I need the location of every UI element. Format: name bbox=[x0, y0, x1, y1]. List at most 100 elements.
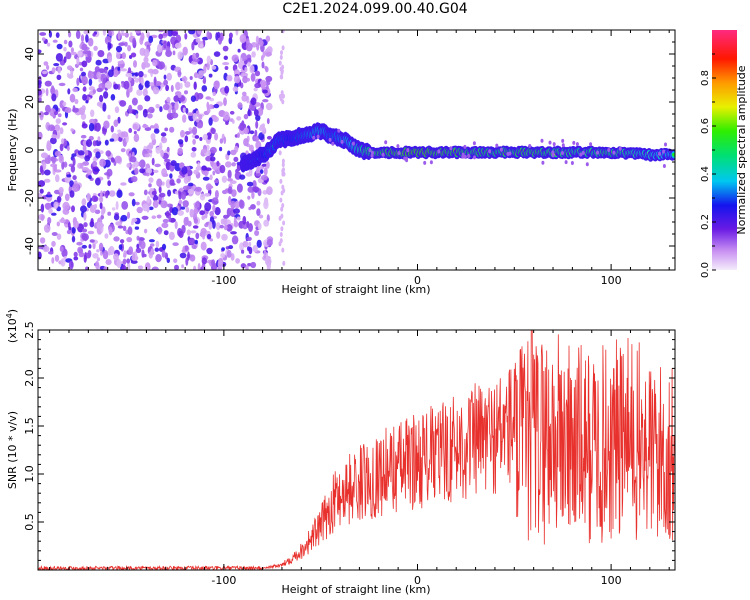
snr-y-tick-label: 1.5 bbox=[23, 417, 36, 435]
heatmap-noise-cell bbox=[104, 139, 109, 146]
heatmap-speckle bbox=[351, 141, 355, 146]
heatmap-noise-cell bbox=[138, 71, 144, 78]
heatmap-noise-cell bbox=[122, 225, 127, 231]
heatmap-speckle bbox=[405, 156, 408, 161]
heatmap-noise-cell bbox=[208, 73, 213, 78]
heatmap-noise-cell bbox=[243, 113, 249, 120]
heatmap-noise-cell bbox=[152, 86, 160, 95]
heatmap-speckle bbox=[551, 153, 555, 158]
heatmap-noise-cell bbox=[166, 72, 172, 81]
heatmap-noise-cell bbox=[219, 32, 224, 42]
heatmap-noise-cell bbox=[93, 168, 100, 172]
heatmap-noise-cell bbox=[45, 88, 49, 97]
heatmap-noise-cell bbox=[255, 173, 261, 177]
heatmap-noise-cell bbox=[49, 108, 57, 117]
heatmap-noise-cell bbox=[128, 192, 135, 197]
heatmap-noise-cell bbox=[239, 34, 247, 44]
heatmap-noise-cell bbox=[233, 220, 239, 228]
heatmap-noise-cell bbox=[43, 61, 49, 66]
heatmap-noise-cell bbox=[192, 58, 200, 63]
heatmap-noise-cell bbox=[165, 46, 171, 54]
heatmap-noise-cell bbox=[222, 45, 229, 52]
heatmap-noise-cell bbox=[185, 107, 189, 114]
heatmap-noise-cell bbox=[53, 201, 59, 210]
heatmap-speckle bbox=[463, 154, 467, 159]
heatmap-noise-cell bbox=[254, 82, 261, 89]
heatmap-speckle bbox=[589, 142, 593, 147]
heatmap-noise-cell bbox=[59, 127, 64, 135]
heatmap-noise-cell bbox=[226, 224, 233, 232]
heatmap-noise-cell bbox=[209, 174, 213, 181]
heatmap-noise-cell bbox=[121, 264, 127, 270]
heatmap-noise-cell bbox=[211, 197, 219, 206]
heatmap-speckle bbox=[618, 146, 622, 151]
heatmap-noise-cell bbox=[152, 200, 159, 209]
heatmap-noise-cell bbox=[241, 249, 245, 254]
heatmap-noise-cell bbox=[193, 81, 197, 90]
heatmap-noise-cell bbox=[190, 151, 197, 158]
heatmap-noise-cell bbox=[256, 42, 260, 51]
heatmap-speckle bbox=[340, 139, 344, 144]
heatmap-noise-cell bbox=[85, 139, 93, 148]
chart-title: C2E1.2024.099.00.40.G04 bbox=[282, 1, 468, 17]
heatmap-noise-cell bbox=[48, 251, 54, 255]
heatmap-noise-cell bbox=[160, 200, 168, 209]
heatmap-noise-cell bbox=[252, 245, 258, 253]
heatmap-noise-cell bbox=[120, 182, 127, 186]
heatmap-noise-cell bbox=[201, 169, 208, 175]
heatmap-noise-cell bbox=[92, 89, 97, 94]
heatmap-noise-cell bbox=[63, 56, 67, 63]
heatmap-noise-cell bbox=[69, 93, 76, 103]
heatmap-noise-cell bbox=[39, 32, 47, 36]
heatmap-noise-cell bbox=[204, 213, 208, 219]
heatmap-noise-cell bbox=[188, 238, 195, 245]
heatmap-noise-cell bbox=[213, 51, 221, 57]
heatmap-noise-cell bbox=[239, 174, 246, 180]
heatmap-noise-cell bbox=[42, 245, 50, 253]
heatmap-speckle bbox=[540, 138, 544, 143]
heatmap-noise-cell bbox=[133, 130, 137, 135]
heatmap-noise-cell bbox=[249, 130, 255, 135]
snr-y-axis-label: SNR (10 * v/v) bbox=[6, 411, 19, 489]
heatmap-noise-cell bbox=[135, 247, 142, 254]
heatmap-noise-cell bbox=[134, 201, 140, 206]
heatmap-noise-cell bbox=[180, 191, 187, 200]
heatmap-noise-cell bbox=[144, 153, 150, 158]
heatmap-speckle bbox=[337, 128, 341, 133]
heatmap-noise-cell bbox=[59, 143, 64, 152]
heatmap-noise-cell bbox=[262, 89, 268, 94]
heatmap-speckle bbox=[463, 144, 467, 149]
heatmap-noise-cell bbox=[80, 134, 87, 139]
heatmap-noise-cell bbox=[196, 122, 203, 129]
heatmap-noise-cell bbox=[174, 42, 182, 49]
heatmap-noise-cell bbox=[163, 74, 167, 80]
heatmap-noise-cell bbox=[164, 127, 169, 132]
heatmap-axes: -100 0 100 -40 -20 0 20 40 bbox=[23, 29, 675, 287]
heatmap-noise-cell bbox=[47, 217, 52, 224]
heatmap-noise-cell bbox=[166, 257, 170, 263]
heatmap-speckle bbox=[495, 143, 499, 148]
heatmap-plot-area bbox=[38, 30, 675, 270]
heatmap-noise-cell bbox=[219, 146, 223, 152]
heatmap-speckle bbox=[396, 144, 400, 149]
heatmap-noise-cell bbox=[62, 101, 67, 107]
heatmap-noise-cell bbox=[278, 150, 282, 156]
heatmap-noise-cell bbox=[194, 135, 200, 139]
heatmap-noise-cell bbox=[184, 131, 191, 135]
heatmap-noise-cell bbox=[65, 51, 72, 60]
heatmap-noise-cell bbox=[117, 129, 121, 133]
heatmap-noise-cell bbox=[102, 102, 107, 112]
heatmap-noise-cell bbox=[190, 230, 197, 234]
heatmap-noise-cell bbox=[107, 180, 112, 187]
heatmap-noise-cell bbox=[206, 55, 211, 64]
heatmap-noise-cell bbox=[96, 71, 102, 79]
heatmap-speckle bbox=[552, 142, 556, 147]
heatmap-speckle bbox=[575, 142, 579, 147]
heatmap-noise-cell bbox=[151, 215, 157, 219]
heatmap-noise-cell bbox=[107, 114, 111, 120]
heatmap-noise-cell bbox=[121, 131, 129, 138]
heatmap-noise-cell bbox=[162, 218, 169, 224]
heatmap-noise-cell bbox=[239, 199, 245, 209]
heatmap-noise-cell bbox=[88, 175, 92, 180]
heatmap-noise-cell bbox=[129, 156, 137, 163]
